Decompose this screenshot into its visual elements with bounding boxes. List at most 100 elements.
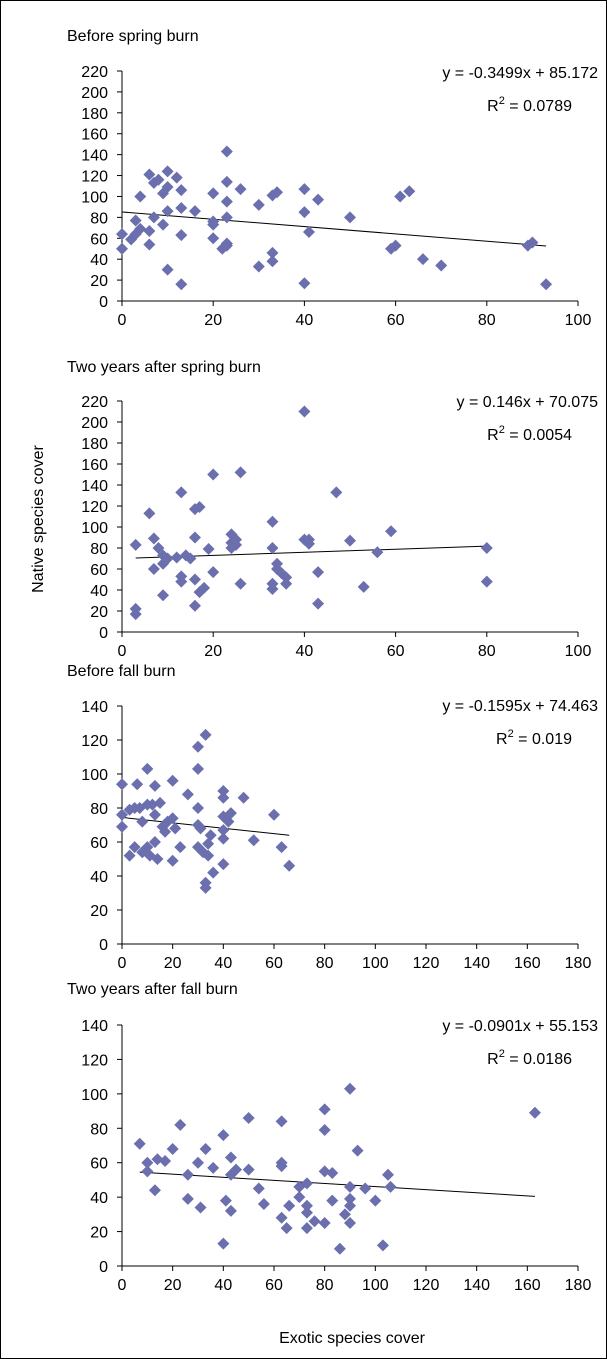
panel-1-point	[175, 201, 188, 214]
panel-1-point	[175, 229, 188, 242]
panel-4-point	[194, 1201, 207, 1214]
panel-3-x-tick-label: 160	[514, 955, 541, 972]
panel-4-point	[275, 1211, 288, 1224]
panel-4-x-tick-label: 140	[463, 1277, 490, 1294]
panel-1-point	[266, 255, 279, 268]
panel-2-point	[188, 599, 201, 612]
panel-3-y-tick-label: 0	[99, 937, 108, 954]
panel-4-r-squared-sup: 2	[499, 1048, 505, 1060]
panel-4-point	[344, 1180, 356, 1193]
panel-3-point	[181, 788, 194, 801]
panel-2-point	[202, 543, 215, 556]
panel-3-x-tick-label: 20	[164, 955, 182, 972]
panel-1-x-tick-label: 40	[296, 312, 314, 329]
panel-2-point	[188, 573, 201, 586]
panel-1-point	[298, 206, 311, 219]
panel-2-point	[230, 538, 242, 551]
panel-1-y-tick-label: 220	[81, 64, 108, 81]
panel-1-point	[152, 173, 165, 186]
panel-3-point	[199, 728, 212, 741]
panel-1-point	[220, 195, 233, 208]
panel-3-point	[136, 815, 149, 828]
panel-1-point	[143, 168, 156, 181]
panel-4-title: Two years after fall burn	[67, 981, 238, 998]
panel-3-r-squared-sup: 2	[508, 728, 514, 740]
panel-4-point	[181, 1168, 194, 1181]
panel-4-point	[242, 1111, 255, 1124]
panel-3-point	[283, 859, 296, 872]
panel-1-point	[389, 239, 402, 252]
panel-4-point	[280, 1222, 293, 1235]
panel-4-point	[199, 1142, 212, 1155]
panel-2-r-squared-value: = 0.0054	[505, 427, 572, 444]
panel-1-point	[161, 205, 174, 218]
panel-4-point	[344, 1192, 356, 1205]
panel-2-point	[280, 571, 293, 584]
panel-2-point	[385, 525, 398, 538]
panel-1-point	[298, 277, 311, 290]
panel-2-y-tick-label: 0	[99, 625, 108, 642]
panel-3-x-tick-label: 60	[265, 955, 283, 972]
panel-1-trendline	[121, 211, 547, 247]
panel-2-point	[330, 486, 343, 499]
panel-3-r-squared: R2 = 0.019	[496, 728, 572, 748]
panel-4-point	[308, 1215, 321, 1228]
panel-4-equation: y = -0.0901x + 55.153	[442, 1018, 598, 1035]
panel-3-y-tick-label: 60	[90, 835, 108, 852]
panel-1-point	[175, 278, 188, 291]
panel-2-point	[129, 538, 142, 551]
panel-4-point	[148, 1184, 161, 1197]
panel-4-point	[318, 1103, 331, 1116]
panel-3-point	[194, 822, 207, 835]
panel-4-y-tick-label: 60	[90, 1156, 108, 1173]
panel-1-point	[266, 246, 279, 259]
panel-1-point	[394, 190, 407, 203]
panel-2-point	[193, 501, 206, 514]
panel-1-point	[207, 218, 220, 231]
panel-4-trendline	[139, 1171, 535, 1197]
panel-1-y-tick-label: 140	[81, 148, 108, 165]
panel-1-point	[302, 226, 315, 238]
panel-1-y-tick-label: 0	[99, 294, 108, 311]
panel-1-point	[207, 232, 220, 245]
panel-4-point	[275, 1115, 288, 1128]
panel-1-x-tick-label: 0	[118, 312, 127, 329]
panel-2-y-tick-label: 180	[81, 436, 108, 453]
panel-1-x-tick-label: 100	[565, 312, 592, 329]
panel-2-point	[129, 608, 142, 621]
panel-3-point	[148, 836, 161, 848]
panel-4-x-tick-label: 60	[265, 1277, 283, 1294]
panel-3-point	[116, 808, 128, 821]
panel-3-point	[192, 740, 204, 753]
panel-1-point	[234, 183, 247, 196]
panel-1-point	[252, 198, 265, 211]
panel-1-y-tick-label: 100	[81, 189, 108, 206]
panel-4-y-tick-label: 20	[90, 1225, 108, 1242]
panel-4: Two years after fall burn020406080100120…	[67, 981, 598, 1294]
panel-3-point	[224, 807, 237, 820]
panel-4-point	[230, 1163, 242, 1176]
panel-1-point	[435, 259, 448, 272]
panel-2-point	[184, 552, 197, 565]
panel-2-point	[344, 534, 356, 547]
panel-4-point	[159, 1154, 172, 1167]
panel-1-point	[175, 184, 188, 197]
panel-2-point	[170, 551, 183, 564]
panel-4-point	[217, 1129, 230, 1142]
panel-2-title: Two years after spring burn	[67, 359, 261, 376]
panel-1-point	[116, 242, 128, 255]
panel-2-point	[143, 507, 156, 520]
panel-1-y-tick-label: 160	[81, 127, 108, 144]
panel-1-x-tick-label: 20	[204, 312, 222, 329]
panel-4-point	[333, 1242, 346, 1255]
panel-1-point	[416, 253, 429, 266]
panel-4-point	[174, 1118, 187, 1131]
panel-2-y-tick-label: 80	[90, 541, 108, 558]
panel-3-point	[148, 808, 161, 821]
panel-2-point	[234, 466, 247, 479]
panel-3-point	[123, 849, 136, 862]
panel-3-r-squared-r: R	[496, 731, 508, 748]
panel-4-point	[217, 1237, 230, 1250]
panel-4-point	[275, 1160, 288, 1173]
